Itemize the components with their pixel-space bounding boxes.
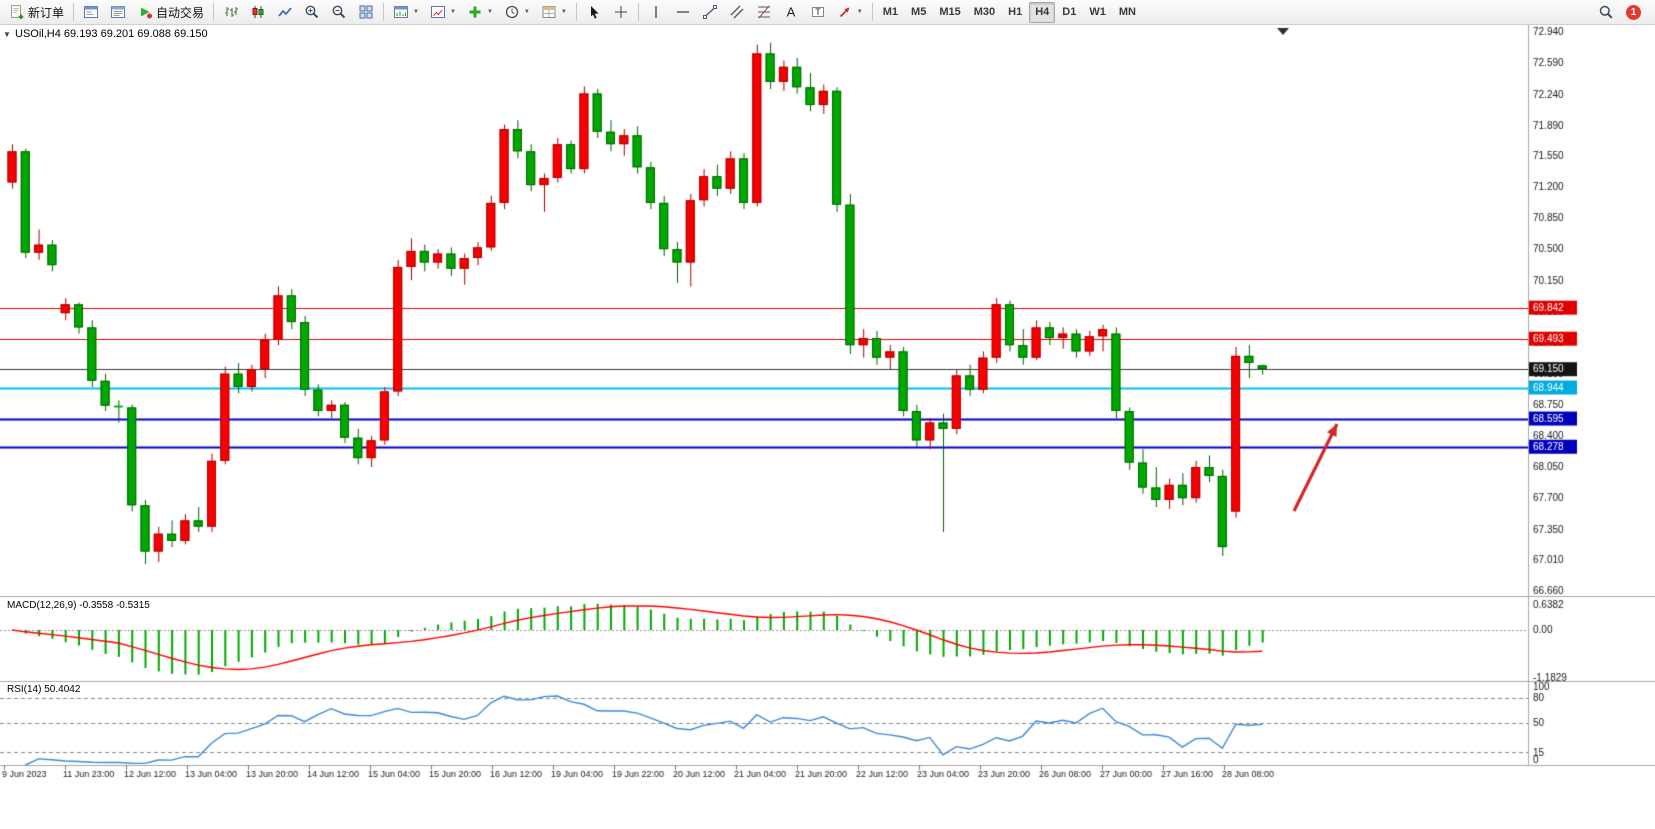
svg-text:A: A (786, 5, 795, 20)
toolbar-separator (871, 3, 873, 21)
market-watch-icon (84, 6, 99, 18)
new-chart-button[interactable]: ▼ (388, 2, 424, 23)
timeframe-m1-button[interactable]: M1 (877, 2, 904, 23)
timeframe-d1-button[interactable]: D1 (1056, 2, 1082, 23)
text-label-button[interactable]: T (805, 2, 831, 23)
line-chart-type-button[interactable] (272, 2, 298, 23)
zoom-in-button[interactable] (299, 2, 325, 23)
dropdown-caret-icon: ▼ (523, 9, 530, 15)
text-label-icon: T (811, 7, 824, 17)
timeframe-m30-button[interactable]: M30 (968, 2, 1001, 23)
fibonacci-button[interactable] (751, 2, 777, 23)
crosshair-button[interactable] (608, 2, 634, 23)
autotrading-icon (141, 7, 153, 19)
horizontal-line-button[interactable] (670, 2, 696, 23)
dropdown-caret-icon: ▼ (413, 9, 419, 15)
channel-icon (730, 5, 744, 19)
timeframe-m15-button[interactable]: M15 (933, 2, 966, 23)
search-icon (1599, 5, 1613, 19)
toolbar-separator (213, 3, 215, 21)
arrows-button[interactable]: ▼ (832, 2, 868, 23)
new-order-icon (11, 5, 24, 19)
cursor-button[interactable] (581, 2, 607, 23)
crosshair-icon (614, 6, 627, 18)
new-order-button[interactable]: 新订单 (4, 2, 69, 23)
toolbar-separator (575, 3, 577, 21)
trendline-icon (702, 5, 717, 19)
svg-text:T: T (815, 7, 821, 17)
data-window-icon (111, 6, 126, 18)
tile-windows-icon (359, 5, 373, 19)
dropdown-caret-icon: ▼ (449, 9, 456, 15)
cursor-icon (590, 6, 599, 19)
one-click-trading-toggle[interactable]: ▼ (3, 30, 11, 39)
dropdown-caret-icon: ▼ (856, 9, 863, 15)
vertical-line-icon (655, 6, 657, 18)
channel-button[interactable] (724, 2, 750, 23)
market-watch-button[interactable] (78, 2, 104, 23)
vertical-line-button[interactable] (643, 2, 669, 23)
candlestick-type-button[interactable] (245, 2, 271, 23)
autotrading-button[interactable]: 自动交易 (132, 2, 209, 23)
templates-button[interactable]: ▼ (536, 2, 572, 23)
ohlc-bars-icon (225, 7, 239, 17)
toolbar: 新订单 自动交易 (0, 0, 1655, 25)
zoom-out-button[interactable] (326, 2, 352, 23)
add-indicator-icon (469, 6, 481, 18)
text-button[interactable]: A (778, 2, 804, 23)
add-indicator-button[interactable]: ▼ (462, 2, 498, 23)
line-chart-icon (278, 7, 292, 17)
dropdown-caret-icon: ▼ (560, 9, 567, 15)
profiles-icon (430, 6, 445, 18)
trendline-button[interactable] (697, 2, 723, 23)
new-chart-icon (394, 6, 409, 18)
candlestick-icon (252, 6, 264, 18)
fibonacci-icon (757, 5, 770, 19)
search-button[interactable] (1593, 2, 1619, 23)
timeframe-m5-button[interactable]: M5 (905, 2, 932, 23)
timeframe-h1-button[interactable]: H1 (1002, 2, 1028, 23)
arrow-tool-icon (839, 7, 850, 18)
chart-window: ▼ USOil,H4 69.193 69.201 69.088 69.150 M… (0, 25, 1655, 785)
dropdown-caret-icon: ▼ (486, 9, 493, 15)
toolbar-separator (383, 3, 385, 21)
timeframe-w1-button[interactable]: W1 (1083, 2, 1112, 23)
clock-icon (505, 5, 519, 19)
template-icon (542, 6, 556, 18)
toolbar-separator (637, 3, 639, 21)
data-window-button[interactable] (105, 2, 131, 23)
new-order-label: 新订单 (28, 5, 65, 20)
toolbar-separator (73, 3, 75, 21)
tile-windows-button[interactable] (353, 2, 379, 23)
text-tool-icon: A (786, 5, 795, 20)
chart-canvas[interactable] (0, 25, 1655, 785)
periods-menu-button[interactable]: ▼ (499, 2, 535, 23)
bar-chart-type-button[interactable] (218, 2, 244, 23)
zoom-out-icon (332, 5, 346, 19)
timeframe-h4-button[interactable]: H4 (1029, 1, 1056, 23)
zoom-in-icon (305, 5, 319, 19)
timeframe-mn-button[interactable]: MN (1113, 2, 1142, 23)
autotrading-label: 自动交易 (156, 5, 205, 20)
notification-badge[interactable]: 1 (1626, 4, 1641, 20)
profiles-button[interactable]: ▼ (425, 2, 461, 23)
horizontal-line-icon (676, 11, 689, 13)
